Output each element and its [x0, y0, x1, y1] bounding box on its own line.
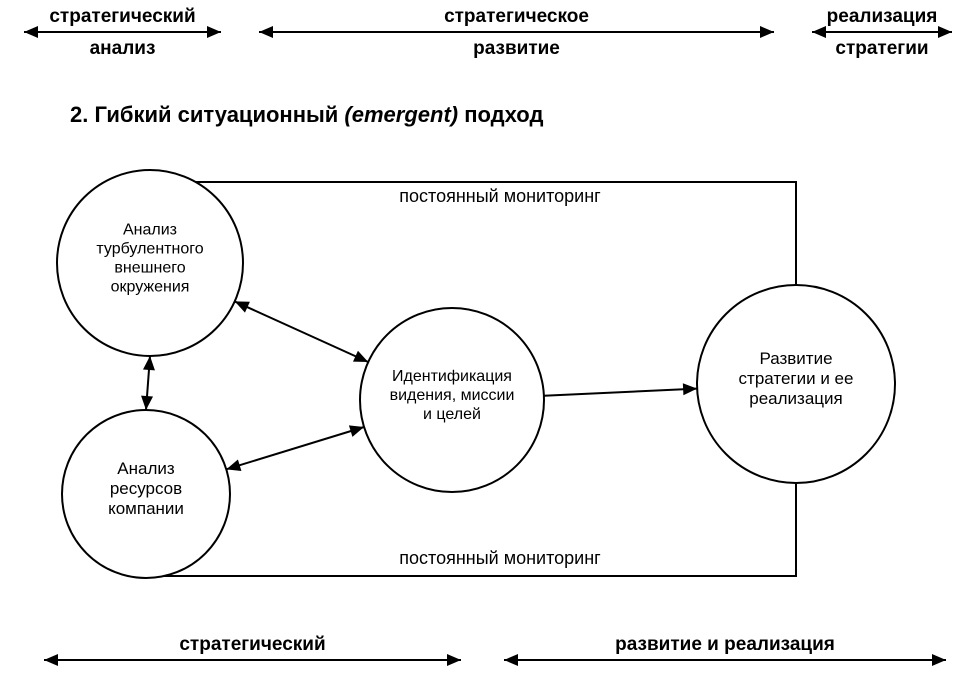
- arrow-head-icon: [812, 26, 826, 38]
- arrow-head-icon: [207, 26, 221, 38]
- arrow-head-icon: [24, 26, 38, 38]
- arrow-head-icon: [349, 425, 364, 436]
- arrow-head-icon: [932, 654, 946, 666]
- arrow-head-icon: [141, 396, 153, 410]
- header-top-label: стратегическое: [444, 6, 589, 27]
- arrow-head-icon: [760, 26, 774, 38]
- edge-line: [226, 427, 364, 469]
- feedback-bottom-label: постоянный мониторинг: [399, 548, 601, 568]
- section-title: 2. Гибкий ситуационный (emergent) подход: [70, 102, 543, 127]
- header-bot-label: анализ: [90, 38, 156, 59]
- edge-line: [544, 389, 697, 396]
- feedback-top-label: постоянный мониторинг: [399, 186, 601, 206]
- arrow-head-icon: [504, 654, 518, 666]
- arrow-head-icon: [44, 654, 58, 666]
- arrow-head-icon: [226, 459, 241, 470]
- arrow-head-icon: [683, 383, 697, 395]
- node-n2-label: Анализресурсовкомпании: [108, 459, 184, 518]
- footer-label: развитие и реализация: [615, 634, 835, 655]
- arrow-head-icon: [143, 356, 155, 370]
- header-bot-label: развитие: [473, 38, 560, 59]
- arrow-head-icon: [938, 26, 952, 38]
- arrow-head-icon: [259, 26, 273, 38]
- arrow-head-icon: [447, 654, 461, 666]
- header-bot-label: стратегии: [835, 38, 928, 59]
- edge-line: [235, 301, 369, 362]
- header-top-label: стратегический: [49, 6, 195, 27]
- header-top-label: реализация: [827, 6, 938, 27]
- footer-label: стратегический: [179, 634, 325, 655]
